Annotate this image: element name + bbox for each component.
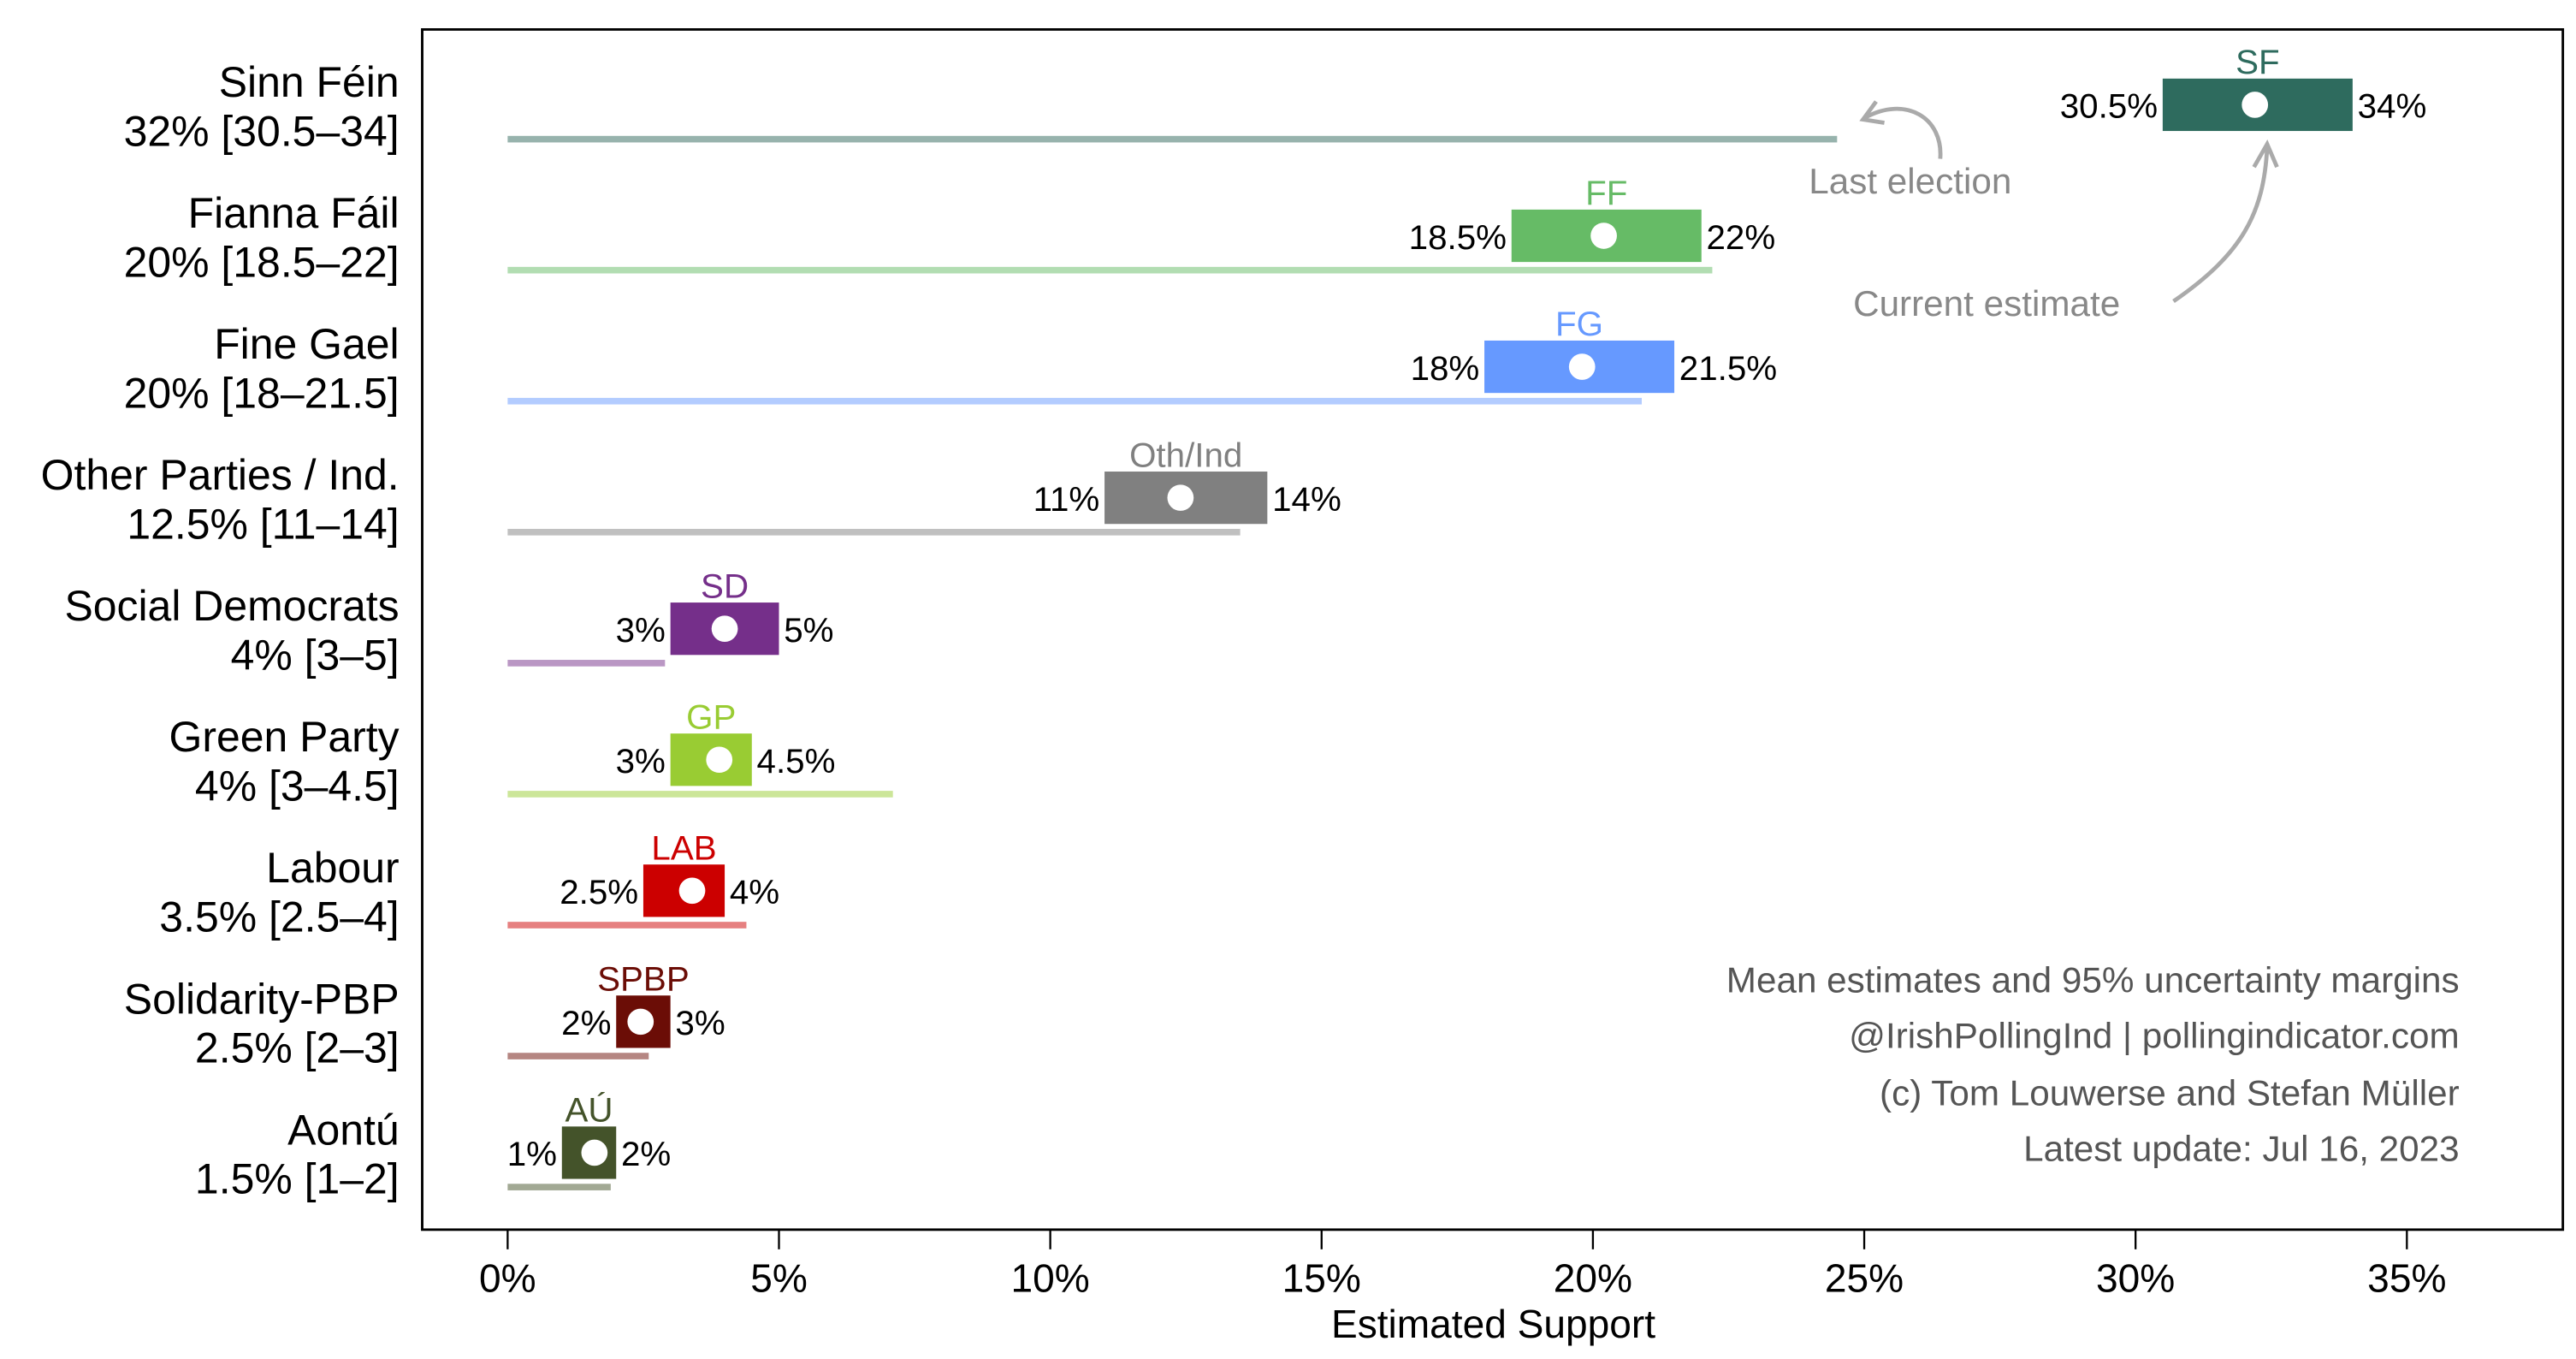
x-tick-label: 30% [2096,1256,2175,1301]
party-summary: 32% [30.5–34] [124,107,400,155]
last-election-bar [507,135,1838,143]
last-election-bar [507,1184,611,1190]
party-name: Labour [266,844,399,892]
mean-dot [1167,484,1194,511]
party-abbr: SF [2235,43,2280,81]
svg-text:Latest update: Jul 16, 2023: Latest update: Jul 16, 2023 [2023,1129,2460,1169]
party-name: Green Party [169,713,399,761]
mean-dot [581,1139,608,1166]
svg-text:@IrishPollingInd | pollingindi: @IrishPollingInd | pollingindicator.com [1849,1016,2460,1056]
last-election-bar [507,397,1642,405]
svg-text:(c) Tom Louwerse and Stefan Mü: (c) Tom Louwerse and Stefan Müller [1880,1073,2460,1113]
party-abbr: FG [1555,305,1603,343]
lower-bound-label: 2% [561,1004,611,1042]
upper-bound-label: 4.5% [757,742,836,780]
upper-bound-label: 34% [2358,87,2427,126]
svg-text:Current estimate: Current estimate [1853,283,2120,323]
upper-bound-label: 14% [1272,480,1341,519]
x-tick-label: 5% [750,1256,808,1301]
party-name: Aontú [287,1106,399,1154]
arrow-icon [1863,106,1943,159]
last-election-bar [507,660,666,667]
mean-dot [1590,223,1617,249]
lower-bound-label: 18% [1411,349,1480,388]
lower-bound-label: 30.5% [2060,87,2158,126]
last-election-bar [507,791,893,798]
mean-dot [1568,353,1596,380]
party-name: Social Democrats [64,582,399,630]
x-tick-label: 15% [1282,1256,1361,1301]
party-name: Fianna Fáil [188,189,400,237]
lower-bound-label: 18.5% [1409,218,1507,257]
party-name: Other Parties / Ind. [41,451,400,499]
party-abbr: GP [686,697,736,736]
plot-panel [421,28,2565,1231]
mean-dot [711,615,738,642]
x-tick-label: 25% [1825,1256,1904,1301]
party-summary: 2.5% [2–3] [195,1024,400,1072]
party-summary: 20% [18–21.5] [124,369,400,417]
last-election-bar [507,528,1241,536]
party-row: Other Parties / Ind.12.5% [11–14] Oth/Ind… [41,436,1341,548]
x-tick-label: 35% [2367,1256,2446,1301]
x-tick-label: 20% [1554,1256,1632,1301]
party-abbr: LAB [651,829,716,868]
upper-bound-label: 21.5% [1679,349,1777,388]
svg-text:Last election: Last election [1809,161,2011,201]
party-summary: 3.5% [2.5–4] [159,893,399,941]
last-election-bar [507,266,1713,274]
x-tick-label: 0% [479,1256,536,1301]
upper-bound-label: 3% [675,1004,725,1042]
party-summary: 20% [18.5–22] [124,238,400,286]
party-name: Solidarity-PBP [124,975,400,1023]
lower-bound-label: 3% [616,742,666,780]
party-summary: 4% [3–5] [231,632,400,680]
annotation-last-election: Last election [1809,100,2011,201]
mean-dot [2241,92,2269,118]
svg-text:Mean estimates and 95% uncerta: Mean estimates and 95% uncertainty margi… [1726,960,2460,1000]
party-abbr: SD [701,567,749,605]
annotation-current-estimate: Current estimate [1853,139,2279,323]
party-abbr: SPBP [597,960,690,999]
mean-dot [706,746,733,774]
upper-bound-label: 22% [1707,218,1776,257]
party-abbr: Oth/Ind [1129,436,1242,474]
lower-bound-label: 11% [1033,480,1100,519]
upper-bound-label: 4% [730,873,779,911]
x-axis-title: Estimated Support [1331,1302,1655,1346]
mean-dot [627,1008,654,1036]
arrow-icon [2172,147,2270,304]
party-name: Fine Gael [214,320,399,368]
party-abbr: FF [1585,174,1627,212]
notes: Mean estimates and 95% uncertainty margi… [1726,960,2460,1169]
lower-bound-label: 3% [616,611,666,650]
mean-dot [678,877,706,905]
lower-bound-label: 2.5% [560,873,638,911]
party-summary: 12.5% [11–14] [127,501,399,549]
party-summary: 1.5% [1–2] [195,1155,400,1203]
last-election-bar [507,1053,649,1059]
party-summary: 4% [3–4.5] [195,763,400,810]
lower-bound-label: 1% [507,1135,557,1173]
upper-bound-label: 5% [784,611,833,650]
party-name: Sinn Féin [219,58,400,106]
upper-bound-label: 2% [621,1135,671,1173]
party-abbr: AÚ [565,1091,613,1130]
last-election-bar [507,922,747,929]
x-tick-label: 10% [1011,1256,1090,1301]
